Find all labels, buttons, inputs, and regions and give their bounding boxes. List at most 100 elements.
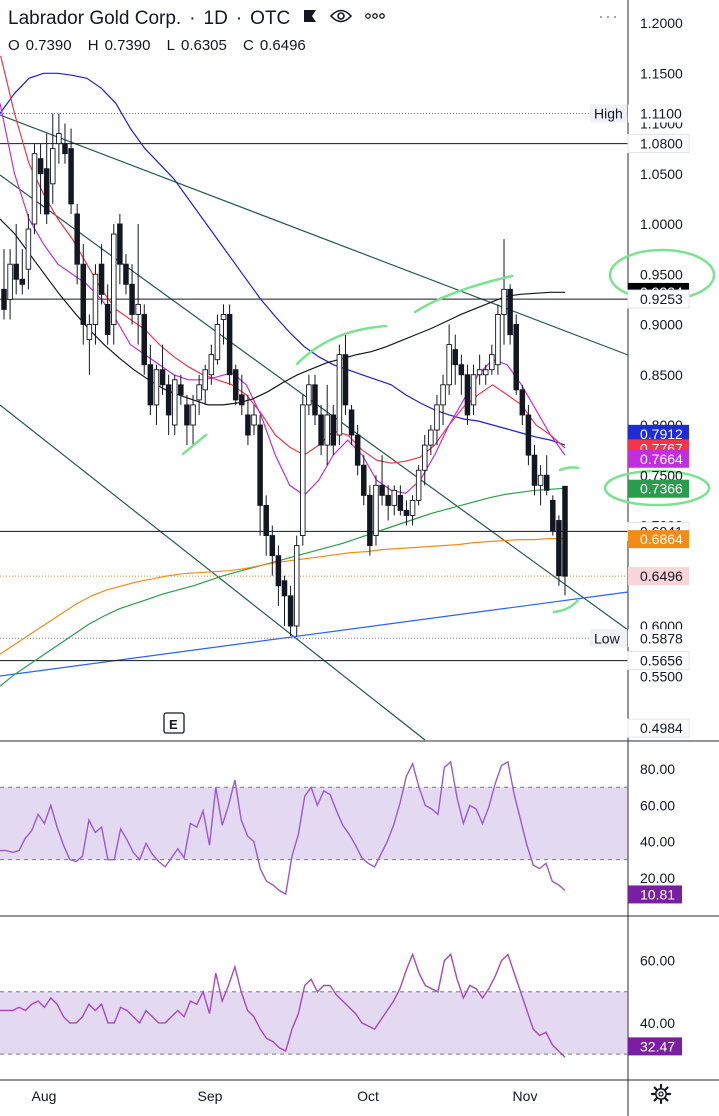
candle-body xyxy=(531,454,538,486)
candle-body xyxy=(470,374,477,406)
candle-body xyxy=(104,303,111,335)
moving-average-line xyxy=(0,72,566,446)
candle-body xyxy=(37,158,44,175)
ohlc-low: L 0.6305 xyxy=(166,37,227,54)
candle-body xyxy=(220,314,227,320)
candle-body xyxy=(300,404,306,536)
candle-body xyxy=(7,263,13,300)
time-axis-tick: Oct xyxy=(357,1088,379,1104)
oscillator-line xyxy=(0,760,566,896)
candle-body xyxy=(489,354,495,371)
candle-body xyxy=(318,414,324,446)
candle-body xyxy=(476,369,483,376)
ohlc-open: O 0.7390 xyxy=(8,37,72,54)
price-label-box xyxy=(628,629,689,648)
candle-body xyxy=(422,444,428,471)
time-axis-tick: Aug xyxy=(32,1088,57,1104)
price-label: 0.6864 xyxy=(640,531,683,547)
oscillator-band xyxy=(0,787,628,860)
price-label-box xyxy=(627,651,690,671)
price-label-box xyxy=(627,718,690,738)
candle-body xyxy=(482,369,489,376)
candle-body xyxy=(361,464,367,496)
price-label-box xyxy=(628,567,689,586)
candle-body xyxy=(111,233,117,325)
candle-body xyxy=(391,489,398,506)
candle-body xyxy=(117,223,123,265)
candle-body xyxy=(50,148,56,185)
price-label-tag xyxy=(590,104,627,123)
candle-body xyxy=(196,384,202,401)
candle-body xyxy=(19,278,26,285)
interval-label[interactable]: 1D xyxy=(203,8,228,29)
price-axis-tick: 0.7500 xyxy=(640,467,683,483)
time-axis-tick: Nov xyxy=(513,1088,538,1104)
symbol-title-row: Labrador Gold Corp. · 1D · OTC xyxy=(8,8,386,30)
candle-body xyxy=(446,344,452,386)
candle-body xyxy=(25,228,32,270)
price-label-box xyxy=(628,424,689,443)
candle-body xyxy=(141,314,147,366)
candle-body xyxy=(190,404,196,426)
candle-body xyxy=(43,168,50,215)
price-axis-tick: 1.0500 xyxy=(640,166,683,182)
candle-body xyxy=(379,484,385,496)
candle-body xyxy=(519,389,526,416)
candle-body xyxy=(342,354,349,406)
candle-body xyxy=(312,384,318,416)
candle-body xyxy=(562,485,568,577)
price-label: 0.9253 xyxy=(640,291,683,307)
candle-body xyxy=(62,143,68,155)
price-label-box xyxy=(628,530,689,549)
candle-body xyxy=(385,494,391,506)
moving-average-line xyxy=(0,537,565,655)
candle-body xyxy=(123,263,129,285)
separator-dot: · xyxy=(189,8,196,29)
candle-body xyxy=(525,414,532,456)
time-axis-tick: Sep xyxy=(198,1088,223,1104)
candle-body xyxy=(208,354,215,376)
candle-body xyxy=(415,469,422,501)
eye-icon[interactable] xyxy=(330,8,353,30)
candle-body xyxy=(98,263,105,295)
candle-body xyxy=(324,414,330,446)
candle-body xyxy=(171,379,178,426)
pane-menu-icon[interactable]: ··· xyxy=(598,6,619,26)
price-axis-tick: 0.9500 xyxy=(640,266,683,282)
candle-body xyxy=(348,409,355,436)
candle-body xyxy=(330,414,337,446)
flag-icon[interactable] xyxy=(302,8,318,30)
price-label: 0.7366 xyxy=(640,481,683,497)
price-label: 1.0800 xyxy=(640,136,683,152)
price-axis-tick: 1.1500 xyxy=(640,65,683,81)
candle-body xyxy=(251,414,257,426)
candle-body xyxy=(403,509,410,516)
oscillator-value-box xyxy=(628,885,682,904)
candle-body xyxy=(428,429,434,446)
candle-body xyxy=(287,595,294,627)
price-label-box xyxy=(628,479,689,498)
candle-body xyxy=(464,374,471,416)
candle-body xyxy=(269,535,276,557)
candle-body xyxy=(556,520,562,577)
candle-body xyxy=(159,369,166,386)
candle-body xyxy=(74,213,80,265)
candle-body xyxy=(434,404,440,431)
price-label: 0.5878 xyxy=(640,630,683,646)
candle-body xyxy=(68,148,74,205)
symbol-name[interactable]: Labrador Gold Corp. xyxy=(8,8,182,29)
settings-gear-icon[interactable] xyxy=(650,1083,672,1105)
candle-body xyxy=(281,580,288,597)
price-label-box xyxy=(627,134,690,154)
candle-body xyxy=(373,484,379,536)
candle-body xyxy=(550,499,556,531)
more-options-icon[interactable] xyxy=(364,8,386,30)
candle-body xyxy=(135,303,141,315)
price-axis-tick: 1.2000 xyxy=(640,15,683,31)
price-label: 0.6496 xyxy=(640,568,683,584)
price-label-tag-text: High xyxy=(594,105,623,121)
oscillator-axis-tick: 60.00 xyxy=(640,797,675,813)
candle-body xyxy=(31,153,38,225)
earnings-marker xyxy=(163,712,185,734)
